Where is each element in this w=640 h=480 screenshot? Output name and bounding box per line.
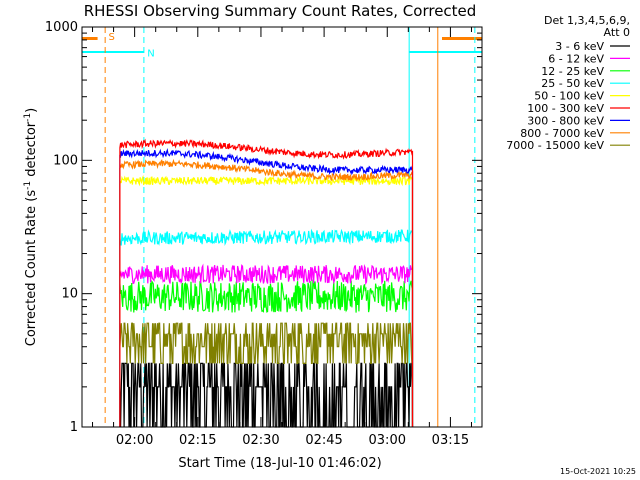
chart-title: RHESSI Observing Summary Count Rates, Co… — [84, 2, 477, 20]
legend-label: 300 - 800 keV — [527, 114, 604, 127]
legend-label: 7000 - 15000 keV — [506, 139, 604, 152]
legend-label: 50 - 100 keV — [534, 90, 604, 103]
x-tick-label: 02:45 — [305, 433, 342, 448]
series-line — [119, 362, 414, 428]
legend-label: 800 - 7000 keV — [520, 127, 604, 140]
series-line — [119, 279, 414, 427]
y-axis-label-main: Corrected Count Rate (s — [24, 190, 39, 347]
y-tick-label: 10 — [61, 287, 78, 302]
legend-header: Att 0 — [604, 26, 630, 39]
legend-header: Det 1,3,4,5,6,9, — [544, 14, 630, 27]
flag-s-label: S — [109, 32, 115, 43]
y-tick-label: 1000 — [45, 20, 78, 35]
chart-marks: SN — [82, 27, 482, 428]
x-axis-label: Start Time (18-Jul-10 01:46:02) — [178, 456, 381, 471]
legend-label: 100 - 300 keV — [527, 102, 604, 115]
series-line — [119, 263, 414, 427]
y-tick-label: 1 — [70, 420, 78, 435]
legend-label: 12 - 25 keV — [541, 65, 604, 78]
series-line — [119, 228, 414, 427]
x-tick-label: 03:15 — [432, 433, 469, 448]
y-axis-label-end: ) — [24, 108, 39, 113]
y-axis-label-mid: detector — [24, 121, 39, 181]
legend-label: 3 - 6 keV — [555, 40, 604, 53]
y-axis-label-sup2: -1 — [23, 113, 33, 122]
series-line — [119, 158, 414, 427]
legend-label: 6 - 12 keV — [548, 52, 604, 65]
flag-n-label: N — [147, 49, 154, 60]
y-tick-label: 100 — [53, 153, 78, 168]
series-line — [119, 148, 414, 427]
y-axis-label: Corrected Count Rate (s-1 detector-1) — [23, 108, 39, 346]
legend-label: 25 - 50 keV — [541, 77, 604, 90]
series-line — [119, 138, 414, 427]
x-tick-label: 03:00 — [369, 433, 406, 448]
y-axis-label-sup1: -1 — [23, 181, 33, 190]
chart-axes: 1 10 100 1000 02:00 02:15 02:30 02:45 03:00 03:15 — [45, 20, 482, 448]
series-line — [119, 322, 414, 427]
x-tick-label: 02:00 — [116, 433, 153, 448]
x-tick-label: 02:15 — [179, 433, 216, 448]
x-tick-label: 02:30 — [242, 433, 279, 448]
footer-timestamp: 15-Oct-2021 10:25 — [560, 467, 636, 476]
